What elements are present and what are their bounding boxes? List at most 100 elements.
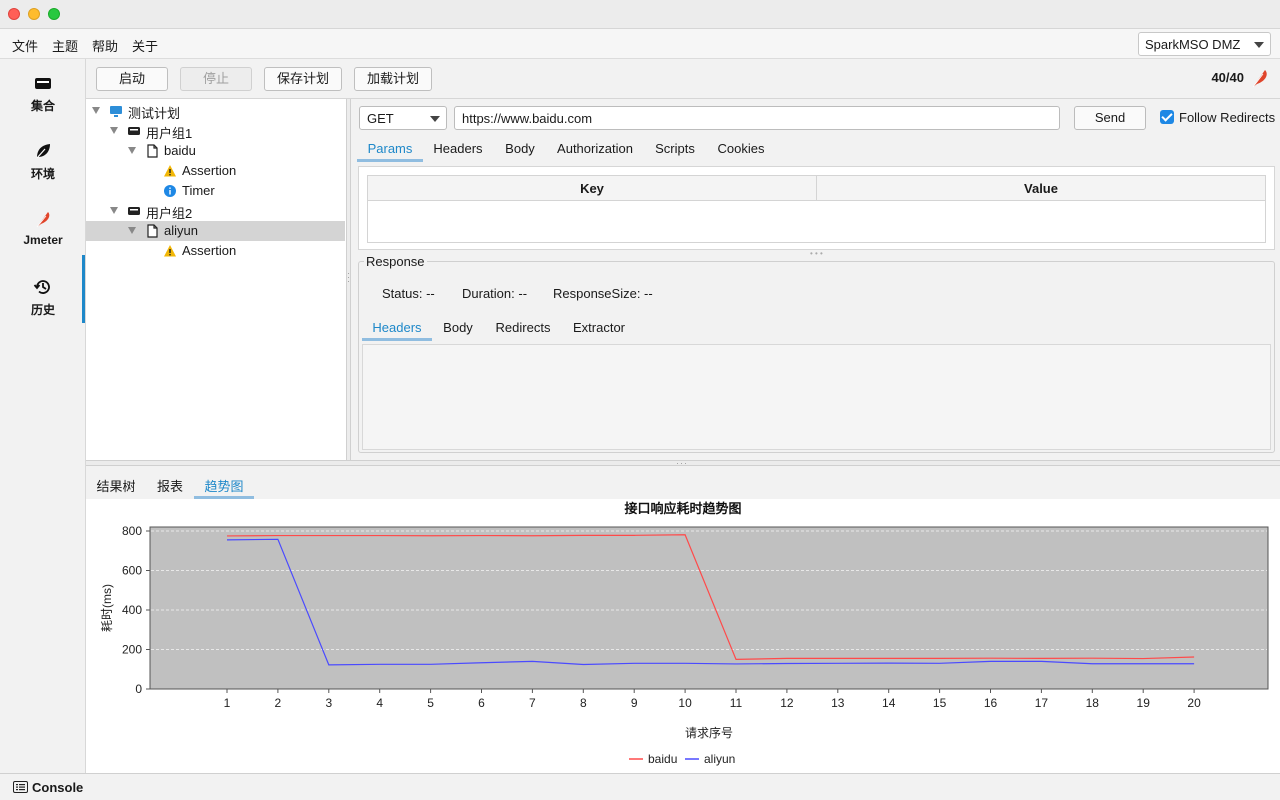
maximize-window-button[interactable] xyxy=(48,8,60,20)
start-button[interactable]: 启动 xyxy=(96,67,168,91)
tree-node-label: 测试计划 xyxy=(128,106,181,121)
tab-result-tree[interactable]: 结果树 xyxy=(96,479,136,494)
tab-scripts[interactable]: Scripts xyxy=(655,141,695,156)
expand-arrow-icon[interactable] xyxy=(128,147,136,154)
nav-item-history[interactable]: 历史 xyxy=(0,267,86,331)
tree-node-label: Assertion xyxy=(182,243,237,258)
tab-body[interactable]: Body xyxy=(505,141,535,156)
url-input[interactable]: https://www.baidu.com xyxy=(454,106,1060,130)
thread-counter: 40/40 xyxy=(1211,70,1244,85)
vertical-splitter[interactable]: · · · xyxy=(347,99,351,460)
nav-item-label: 集合 xyxy=(30,99,55,113)
method-select[interactable]: GET xyxy=(359,106,447,130)
x-tick-label: 3 xyxy=(325,696,332,710)
collection-icon xyxy=(35,78,51,89)
checkbox-checked-icon[interactable] xyxy=(1160,110,1174,124)
send-button[interactable]: Send xyxy=(1074,106,1146,130)
horizontal-splitter[interactable]: ··· xyxy=(86,458,1280,468)
tree-node-assertion[interactable]: Assertion xyxy=(86,161,345,181)
y-tick-label: 600 xyxy=(122,564,142,578)
tree-node-timer[interactable]: Timer xyxy=(86,181,345,201)
document-icon xyxy=(147,144,158,158)
tab-response-headers[interactable]: Headers xyxy=(362,316,432,341)
splitter-grip-icon: • • • xyxy=(810,249,823,258)
monitor-icon xyxy=(110,106,122,117)
x-tick-label: 5 xyxy=(427,696,434,710)
column-key: Key xyxy=(580,181,604,196)
trend-chart-panel: 接口响应耗时趋势图 0 200 400 600 800 1 2 3 4 5 6 7 8 9 10 11 12 1… xyxy=(86,499,1280,773)
tab-response-body[interactable]: Body xyxy=(443,320,473,335)
minimize-window-button[interactable] xyxy=(28,8,40,20)
stop-button[interactable]: 停止 xyxy=(180,67,252,91)
tab-report[interactable]: 报表 xyxy=(156,479,183,494)
response-status: Status: -- xyxy=(382,286,435,301)
x-tick-label: 18 xyxy=(1086,696,1100,710)
tree-node-label: Timer xyxy=(182,183,215,198)
console-bar[interactable]: Console xyxy=(0,773,1280,800)
series-line-aliyun xyxy=(226,538,1195,666)
tab-cookies[interactable]: Cookies xyxy=(717,141,765,156)
tree-node-group1[interactable]: 用户组1 xyxy=(86,121,345,141)
nav-item-collection[interactable]: 集合 xyxy=(0,63,86,127)
column-divider xyxy=(816,176,817,201)
x-tick-label: 1 xyxy=(224,696,231,710)
tab-trend-chart[interactable]: 趋势图 xyxy=(194,472,254,499)
tree-node-test-plan[interactable]: 测试计划 xyxy=(86,101,345,121)
tree-node-group2[interactable]: 用户组2 xyxy=(86,201,345,221)
legend-label-baidu: baidu xyxy=(648,752,677,766)
close-window-button[interactable] xyxy=(8,8,20,20)
menu-about[interactable]: 关于 xyxy=(132,39,159,54)
chart-legend: baidu aliyun xyxy=(629,752,735,766)
nav-item-jmeter[interactable]: Jmeter xyxy=(0,199,86,263)
nav-item-environment[interactable]: 环境 xyxy=(0,131,86,195)
request-panel: GET https://www.baidu.com Send Follow Re… xyxy=(351,99,1280,460)
series-lines xyxy=(226,534,1195,666)
menu-file[interactable]: 文件 xyxy=(12,39,39,54)
expand-arrow-icon[interactable] xyxy=(92,107,100,114)
y-tick-label: 0 xyxy=(135,682,142,696)
menubar: 文件 主题 帮助 关于 SparkMSO DMZ xyxy=(0,29,1280,59)
tab-headers[interactable]: Headers xyxy=(433,141,483,156)
expand-arrow-icon[interactable] xyxy=(128,227,136,234)
thread-group-icon xyxy=(128,127,140,135)
menu-help[interactable]: 帮助 xyxy=(92,39,119,54)
x-axis-ticks: 1 2 3 4 5 6 7 8 9 10 11 12 13 14 15 16 17 18 19 20 xyxy=(224,689,1201,710)
expand-arrow-icon[interactable] xyxy=(110,127,118,134)
tab-response-extractor[interactable]: Extractor xyxy=(572,320,625,335)
load-plan-button[interactable]: 加载计划 xyxy=(354,67,432,91)
y-tick-label: 200 xyxy=(122,643,142,657)
thread-group-icon xyxy=(128,207,140,215)
x-tick-label: 15 xyxy=(933,696,947,710)
x-tick-label: 4 xyxy=(376,696,383,710)
console-icon xyxy=(13,781,28,793)
tab-response-redirects[interactable]: Redirects xyxy=(495,320,551,335)
response-duration: Duration: -- xyxy=(462,286,528,301)
tree-node-aliyun[interactable]: aliyun xyxy=(86,221,345,241)
tree-node-baidu[interactable]: baidu xyxy=(86,141,345,161)
follow-redirects-label: Follow Redirects xyxy=(1179,110,1276,125)
params-panel: Key Value xyxy=(358,166,1275,250)
environment-select[interactable]: SparkMSO DMZ xyxy=(1138,32,1271,56)
tree-node-assertion[interactable]: Assertion xyxy=(86,241,345,261)
tree-node-label: baidu xyxy=(164,143,196,158)
column-value: Value xyxy=(1024,181,1058,196)
y-axis-label: 耗时(ms) xyxy=(100,584,114,632)
result-tabs: 结果树 报表 趋势图 xyxy=(86,466,1280,499)
legend-label-aliyun: aliyun xyxy=(704,752,735,766)
tab-params[interactable]: Params xyxy=(357,137,423,162)
expand-arrow-icon[interactable] xyxy=(110,207,118,214)
feather-icon xyxy=(36,212,50,228)
save-plan-button[interactable]: 保存计划 xyxy=(264,67,342,91)
y-axis-ticks: 0 200 400 600 800 xyxy=(122,524,150,696)
splitter-grip-icon: ··· xyxy=(676,458,688,468)
nav-item-label: 历史 xyxy=(30,303,55,317)
tab-authorization[interactable]: Authorization xyxy=(557,141,633,156)
splitter-grip-icon: ··· xyxy=(347,268,350,286)
plot-area xyxy=(149,526,1269,690)
x-tick-label: 19 xyxy=(1137,696,1151,710)
menu-theme[interactable]: 主题 xyxy=(52,39,79,54)
x-tick-label: 8 xyxy=(580,696,587,710)
console-label: Console xyxy=(32,780,84,795)
x-tick-label: 17 xyxy=(1035,696,1049,710)
